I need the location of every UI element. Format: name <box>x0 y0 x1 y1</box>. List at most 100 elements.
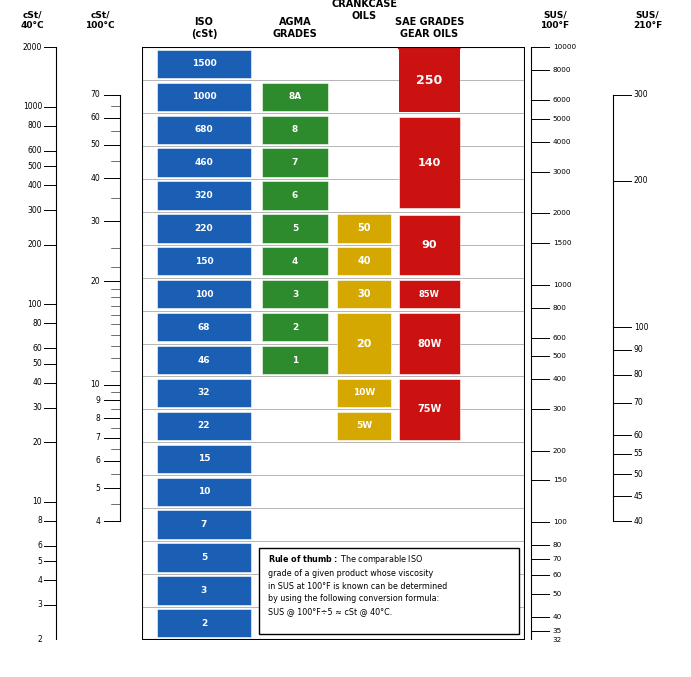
Text: 85W: 85W <box>419 290 439 299</box>
Bar <box>337 247 391 276</box>
Text: 80: 80 <box>553 542 562 548</box>
Polygon shape <box>399 29 460 49</box>
Bar <box>157 181 251 210</box>
Text: 20: 20 <box>32 438 42 447</box>
Text: 1500: 1500 <box>191 60 216 68</box>
Text: 50: 50 <box>32 359 42 368</box>
Text: 4000: 4000 <box>553 139 571 145</box>
Bar <box>399 280 460 308</box>
Bar <box>157 510 251 539</box>
Text: 2000: 2000 <box>553 211 571 217</box>
Text: ISO
(cSt): ISO (cSt) <box>191 17 217 39</box>
Text: 7: 7 <box>201 520 207 529</box>
Text: 150: 150 <box>553 477 567 483</box>
Text: 10: 10 <box>91 380 100 389</box>
Text: cSt/
40°C: cSt/ 40°C <box>21 10 45 30</box>
Bar <box>399 49 460 112</box>
Bar <box>157 445 251 473</box>
Text: 8000: 8000 <box>553 68 571 73</box>
Text: 40: 40 <box>634 517 643 526</box>
Text: 600: 600 <box>28 146 42 155</box>
Text: 90: 90 <box>422 240 437 250</box>
Text: 800: 800 <box>553 305 567 311</box>
Bar <box>258 548 520 634</box>
Text: 100: 100 <box>28 300 42 309</box>
Text: 6: 6 <box>95 456 100 465</box>
Text: 1000: 1000 <box>23 102 42 111</box>
Bar <box>263 116 328 144</box>
Text: SAE GRADES
CRANKCASE
OILS: SAE GRADES CRANKCASE OILS <box>330 0 399 21</box>
Text: 4: 4 <box>95 517 100 526</box>
Text: 30: 30 <box>357 289 371 299</box>
Text: 200: 200 <box>28 240 42 249</box>
Text: 60: 60 <box>634 431 643 440</box>
Text: 45: 45 <box>634 492 643 501</box>
Bar <box>337 280 391 308</box>
Text: 40: 40 <box>32 378 42 387</box>
Bar <box>337 214 391 242</box>
Bar <box>157 83 251 111</box>
Text: 70: 70 <box>91 90 100 100</box>
Text: 150: 150 <box>195 257 214 266</box>
Bar <box>263 313 328 341</box>
Bar <box>157 346 251 374</box>
Bar <box>157 116 251 144</box>
Text: 680: 680 <box>195 125 214 134</box>
Text: 500: 500 <box>28 162 42 171</box>
Text: 6: 6 <box>37 541 42 550</box>
Text: 800: 800 <box>28 121 42 131</box>
Bar <box>157 49 251 78</box>
Text: 200: 200 <box>634 176 648 185</box>
Text: 250: 250 <box>416 74 442 87</box>
Text: 30: 30 <box>32 403 42 412</box>
Text: 32: 32 <box>198 389 210 397</box>
Text: SUS/
100°F: SUS/ 100°F <box>540 10 569 30</box>
Text: AGMA
GRADES: AGMA GRADES <box>273 17 317 39</box>
Bar <box>157 576 251 605</box>
Text: cSt/
100°C: cSt/ 100°C <box>86 10 115 30</box>
Text: 140: 140 <box>417 158 441 168</box>
Text: 8: 8 <box>37 517 42 525</box>
Text: 70: 70 <box>634 398 643 408</box>
Text: 6: 6 <box>292 191 299 200</box>
Text: 460: 460 <box>195 158 214 167</box>
Text: 4: 4 <box>37 576 42 585</box>
Bar <box>399 117 460 208</box>
Text: 5W: 5W <box>356 421 372 431</box>
Bar <box>157 148 251 177</box>
Text: 50: 50 <box>91 140 100 150</box>
Text: 55: 55 <box>634 450 643 458</box>
Text: 5: 5 <box>201 553 207 562</box>
Text: 100: 100 <box>553 519 567 525</box>
Text: 100: 100 <box>634 323 648 332</box>
Text: 3000: 3000 <box>553 169 571 175</box>
Text: SUS/
210°F: SUS/ 210°F <box>633 10 662 30</box>
Text: 300: 300 <box>634 90 648 100</box>
Text: 80: 80 <box>634 370 643 379</box>
Text: 35: 35 <box>553 628 562 634</box>
Text: $\bf{Rule\ of\ thumb:}$ The comparable ISO
grade of a given product whose viscos: $\bf{Rule\ of\ thumb:}$ The comparable I… <box>268 552 448 615</box>
Text: 5: 5 <box>37 556 42 566</box>
Bar <box>157 544 251 571</box>
Text: 2: 2 <box>37 635 42 645</box>
Text: 5000: 5000 <box>553 116 571 122</box>
Text: 100: 100 <box>195 290 214 299</box>
Text: 10: 10 <box>198 487 210 496</box>
Bar <box>263 346 328 374</box>
Text: 200: 200 <box>553 447 567 454</box>
Bar <box>263 83 328 111</box>
Bar <box>399 215 460 275</box>
Text: 3: 3 <box>201 586 207 595</box>
Bar <box>157 313 251 341</box>
Text: 6000: 6000 <box>553 97 571 103</box>
Text: 8: 8 <box>292 125 299 134</box>
Text: 300: 300 <box>553 406 567 412</box>
Text: 68: 68 <box>198 323 210 332</box>
Text: 500: 500 <box>553 353 567 359</box>
Text: 50: 50 <box>357 223 371 234</box>
Bar <box>157 280 251 308</box>
Text: 320: 320 <box>195 191 214 200</box>
Text: 80: 80 <box>32 319 42 328</box>
Text: 46: 46 <box>198 355 210 364</box>
Text: 32: 32 <box>553 637 562 642</box>
